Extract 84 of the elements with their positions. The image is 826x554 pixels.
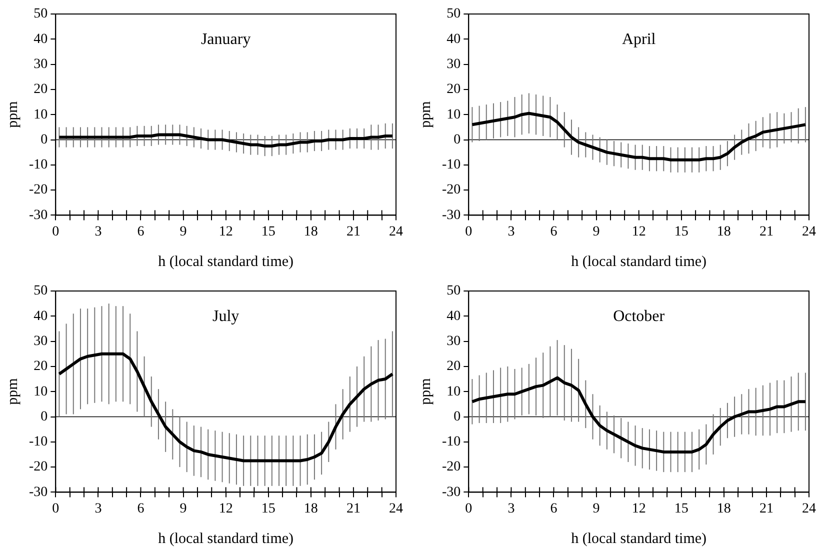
x-axis-title: h (local standard time)	[571, 254, 707, 270]
x-tick-label: 21	[759, 501, 774, 516]
y-tick-label: -30	[442, 208, 461, 223]
x-tick-label: 6	[550, 224, 558, 240]
y-tick-label: -20	[442, 182, 461, 198]
x-tick-label: 18	[304, 501, 318, 516]
y-tick-label: -20	[28, 182, 48, 198]
x-tick-label: 9	[180, 224, 187, 240]
x-tick-label: 0	[52, 224, 60, 240]
x-tick-label: 15	[261, 501, 276, 516]
x-tick-label: 9	[592, 501, 600, 516]
x-axis-title: h (local standard time)	[571, 530, 707, 547]
y-tick-label: 40	[34, 32, 48, 47]
x-tick-label: 18	[716, 501, 731, 516]
x-tick-label: 12	[632, 501, 646, 516]
y-tick-label: -30	[442, 484, 461, 500]
y-tick-label: 10	[34, 107, 48, 122]
y-tick-label: 0	[454, 409, 461, 424]
y-tick-label: 50	[446, 6, 461, 22]
y-tick-label: 20	[446, 359, 461, 374]
y-tick-label: -10	[28, 158, 48, 173]
x-tick-label: 9	[180, 501, 187, 516]
text: July	[212, 308, 240, 326]
y-axis-title: ppm	[4, 378, 21, 405]
x-tick-label: 0	[465, 224, 472, 240]
y-tick-label: 50	[34, 284, 48, 299]
y-axis-title: ppm	[418, 100, 434, 128]
x-tick-label: 24	[389, 224, 403, 240]
x-tick-label: 15	[261, 224, 276, 240]
y-tick-label: 10	[34, 384, 48, 400]
x-tick-label: 3	[508, 224, 515, 240]
y-tick-label: 10	[446, 384, 461, 400]
y-tick-label: 20	[34, 359, 48, 374]
y-tick-label: -20	[442, 460, 461, 475]
x-tick-label: 6	[137, 501, 144, 516]
y-tick-label: 40	[446, 32, 461, 47]
x-tick-label: 18	[304, 224, 318, 240]
x-axis-title: h (local standard time)	[158, 254, 294, 270]
x-tick-label: 15	[674, 224, 688, 240]
y-tick-label: 30	[446, 56, 461, 72]
x-tick-label: 21	[759, 224, 774, 240]
x-tick-label: 12	[218, 501, 233, 516]
x-tick-label: 3	[508, 501, 515, 516]
y-tick-label: -10	[28, 434, 48, 450]
x-axis-title: h (local standard time)	[158, 530, 294, 547]
y-tick-label: 20	[446, 82, 461, 98]
y-tick-label: -10	[442, 158, 461, 173]
x-tick-label: 21	[346, 224, 360, 240]
y-tick-label: 0	[454, 132, 461, 148]
y-tick-label: 30	[446, 334, 461, 349]
y-tick-label: -30	[28, 484, 48, 500]
x-tick-label: 18	[716, 224, 731, 240]
y-tick-label: -10	[442, 434, 461, 450]
x-tick-label: 0	[465, 501, 472, 516]
x-tick-label: 24	[802, 224, 816, 240]
y-tick-label: 40	[34, 308, 48, 324]
y-tick-label: -20	[28, 460, 48, 475]
x-tick-label: 15	[674, 501, 688, 516]
x-tick-label: 21	[346, 501, 360, 516]
text: January	[200, 31, 251, 48]
y-tick-label: 0	[40, 409, 48, 424]
x-tick-label: 12	[218, 224, 233, 240]
x-tick-label: 3	[94, 501, 102, 516]
y-tick-label: -30	[28, 208, 48, 223]
y-tick-label: 10	[446, 107, 461, 122]
y-tick-label: 30	[34, 56, 48, 72]
y-tick-label: 50	[34, 6, 48, 22]
x-tick-label: 3	[94, 224, 102, 240]
y-tick-label: 30	[34, 334, 48, 349]
x-tick-label: 24	[389, 501, 403, 516]
y-tick-label: 20	[34, 82, 48, 98]
y-axis-title: ppm	[418, 378, 434, 405]
y-tick-label: 50	[446, 284, 461, 299]
text: April	[622, 31, 656, 48]
y-tick-label: 0	[40, 132, 48, 148]
x-tick-label: 9	[592, 224, 600, 240]
y-tick-label: 40	[446, 308, 461, 324]
x-tick-label: 6	[550, 501, 558, 516]
text: October	[613, 308, 666, 326]
x-tick-label: 12	[632, 224, 646, 240]
x-tick-label: 24	[802, 501, 816, 516]
x-tick-label: 6	[137, 224, 144, 240]
x-tick-label: 0	[52, 501, 60, 516]
y-axis-title: ppm	[4, 100, 21, 128]
